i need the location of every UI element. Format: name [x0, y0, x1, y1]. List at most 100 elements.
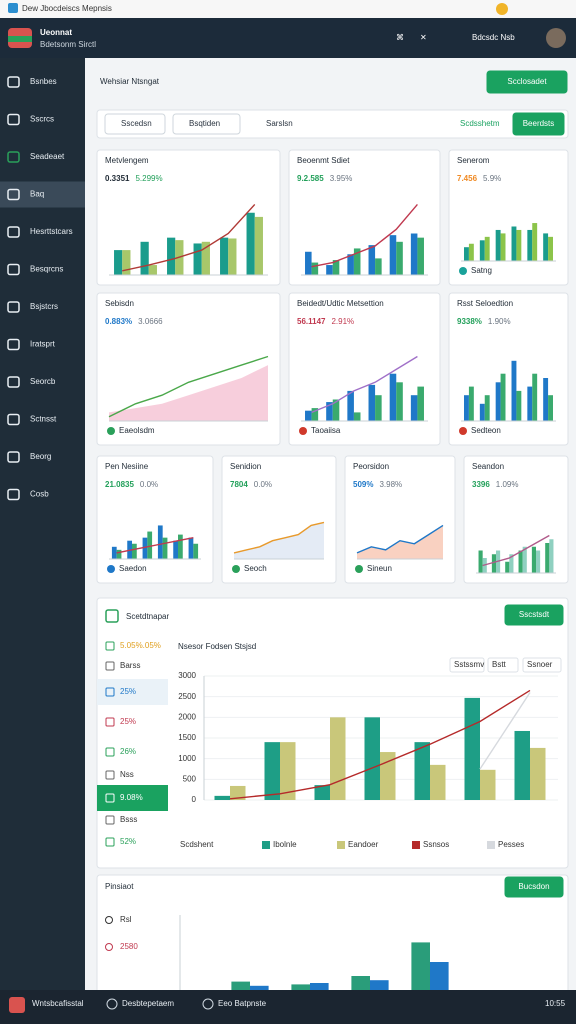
card-title: Peorsidon [353, 462, 389, 471]
bar [142, 537, 148, 559]
bar [500, 373, 506, 421]
bar [250, 985, 269, 990]
bar [230, 785, 246, 800]
button[interactable] [504, 604, 564, 626]
bar [157, 525, 163, 559]
line [482, 534, 550, 567]
sidebar-icon[interactable] [7, 151, 20, 163]
list-active[interactable] [97, 785, 168, 811]
bar [511, 226, 517, 261]
sidebar-icon[interactable] [7, 488, 20, 501]
sidebar-icon[interactable] [7, 76, 20, 88]
y-tick-label: 500 [183, 774, 197, 783]
bar [147, 531, 153, 559]
logo-stripe [8, 36, 32, 42]
legend-dot [107, 427, 115, 435]
y-tick-label: 2500 [178, 692, 196, 701]
sidebar-icon[interactable] [7, 413, 20, 426]
taskbar-icon[interactable] [202, 998, 214, 1010]
list-icon[interactable] [105, 837, 115, 847]
avatar[interactable] [546, 28, 566, 48]
bar [140, 241, 149, 275]
sidebar [0, 58, 85, 990]
bar [389, 235, 397, 275]
window-bar [0, 0, 576, 18]
card-value: 0.3351 [105, 174, 130, 183]
bar [484, 236, 490, 261]
legend-label: Sedteon [471, 426, 501, 435]
chart-control[interactable] [522, 657, 562, 673]
bar [353, 412, 361, 421]
card-title: Sebisdn [105, 299, 134, 308]
bar [505, 561, 510, 573]
page-title: Wehsiar Ntsngat [100, 77, 160, 86]
legend-label: Eandoer [348, 840, 379, 849]
bar [351, 976, 370, 990]
filter-box[interactable] [104, 113, 166, 135]
chart-control[interactable] [449, 657, 485, 673]
card-title: Pen Nesiine [105, 462, 149, 471]
card-value: 0.883% [105, 317, 132, 326]
card-change: 1.09% [496, 480, 519, 489]
list-icon[interactable] [105, 717, 115, 727]
line [479, 692, 531, 770]
chart-control[interactable] [487, 657, 519, 673]
legend-label: Ssnsos [423, 840, 449, 849]
card-value: 9.2.585 [297, 174, 324, 183]
sidebar-icon[interactable] [7, 301, 20, 313]
button[interactable] [512, 112, 565, 136]
row-icon [105, 943, 113, 951]
list-icon[interactable] [105, 793, 115, 803]
bar [370, 980, 389, 990]
bottom-panel [96, 874, 569, 996]
bar [518, 550, 523, 573]
legend-dot [355, 565, 363, 573]
filter-link: Scdsshetm [460, 119, 500, 128]
stat-card [221, 455, 337, 584]
card-change: 3.95% [330, 174, 353, 183]
list-icon[interactable] [105, 770, 115, 780]
y-tick-label: 0 [192, 795, 197, 804]
sidebar-icon[interactable] [7, 113, 20, 126]
sidebar-icon[interactable] [7, 226, 20, 238]
card-value: 7804 [230, 480, 248, 489]
list-item: 5.05%.05% [120, 641, 161, 650]
summary-title: Scetdtnapar [126, 612, 169, 621]
icon[interactable]: ⌘ [396, 33, 404, 42]
notify-icon[interactable] [496, 3, 508, 15]
list-icon[interactable] [105, 747, 115, 757]
sidebar-active[interactable] [0, 181, 85, 208]
stat-card [96, 455, 214, 584]
bar [514, 730, 530, 800]
taskbar-logo[interactable] [9, 997, 25, 1013]
sidebar-icon[interactable] [7, 263, 20, 276]
sidebar-icon[interactable] [7, 451, 20, 463]
list-icon[interactable] [105, 687, 115, 697]
y-tick-label: 1500 [178, 733, 196, 742]
list-icon[interactable] [105, 815, 115, 825]
window-title: Dew Jbocdeiscs Mepnsis [22, 4, 112, 13]
card-change: 0.0% [254, 480, 272, 489]
legend-swatch [412, 841, 420, 849]
button[interactable] [486, 70, 568, 94]
bottom-title: Pinsiaot [105, 882, 134, 891]
filter-box[interactable] [172, 113, 241, 135]
bar [536, 550, 541, 573]
bar [396, 241, 403, 275]
legend-dot [459, 267, 467, 275]
button[interactable] [504, 876, 564, 898]
bar [368, 384, 376, 421]
taskbar-icon[interactable] [106, 998, 118, 1010]
close-icon[interactable]: ✕ [420, 33, 427, 42]
list-row[interactable] [97, 679, 168, 705]
bar [148, 265, 157, 275]
sidebar-icon[interactable] [7, 188, 20, 201]
legend-label: Sineun [367, 564, 392, 573]
list-icon[interactable] [105, 641, 115, 651]
sidebar-icon[interactable] [7, 338, 20, 351]
sidebar-icon[interactable] [7, 376, 20, 388]
card-title: Beoenmt Sdiet [297, 156, 350, 165]
card-change: 5.9% [483, 174, 501, 183]
bar [330, 717, 346, 800]
list-icon[interactable] [105, 661, 115, 671]
